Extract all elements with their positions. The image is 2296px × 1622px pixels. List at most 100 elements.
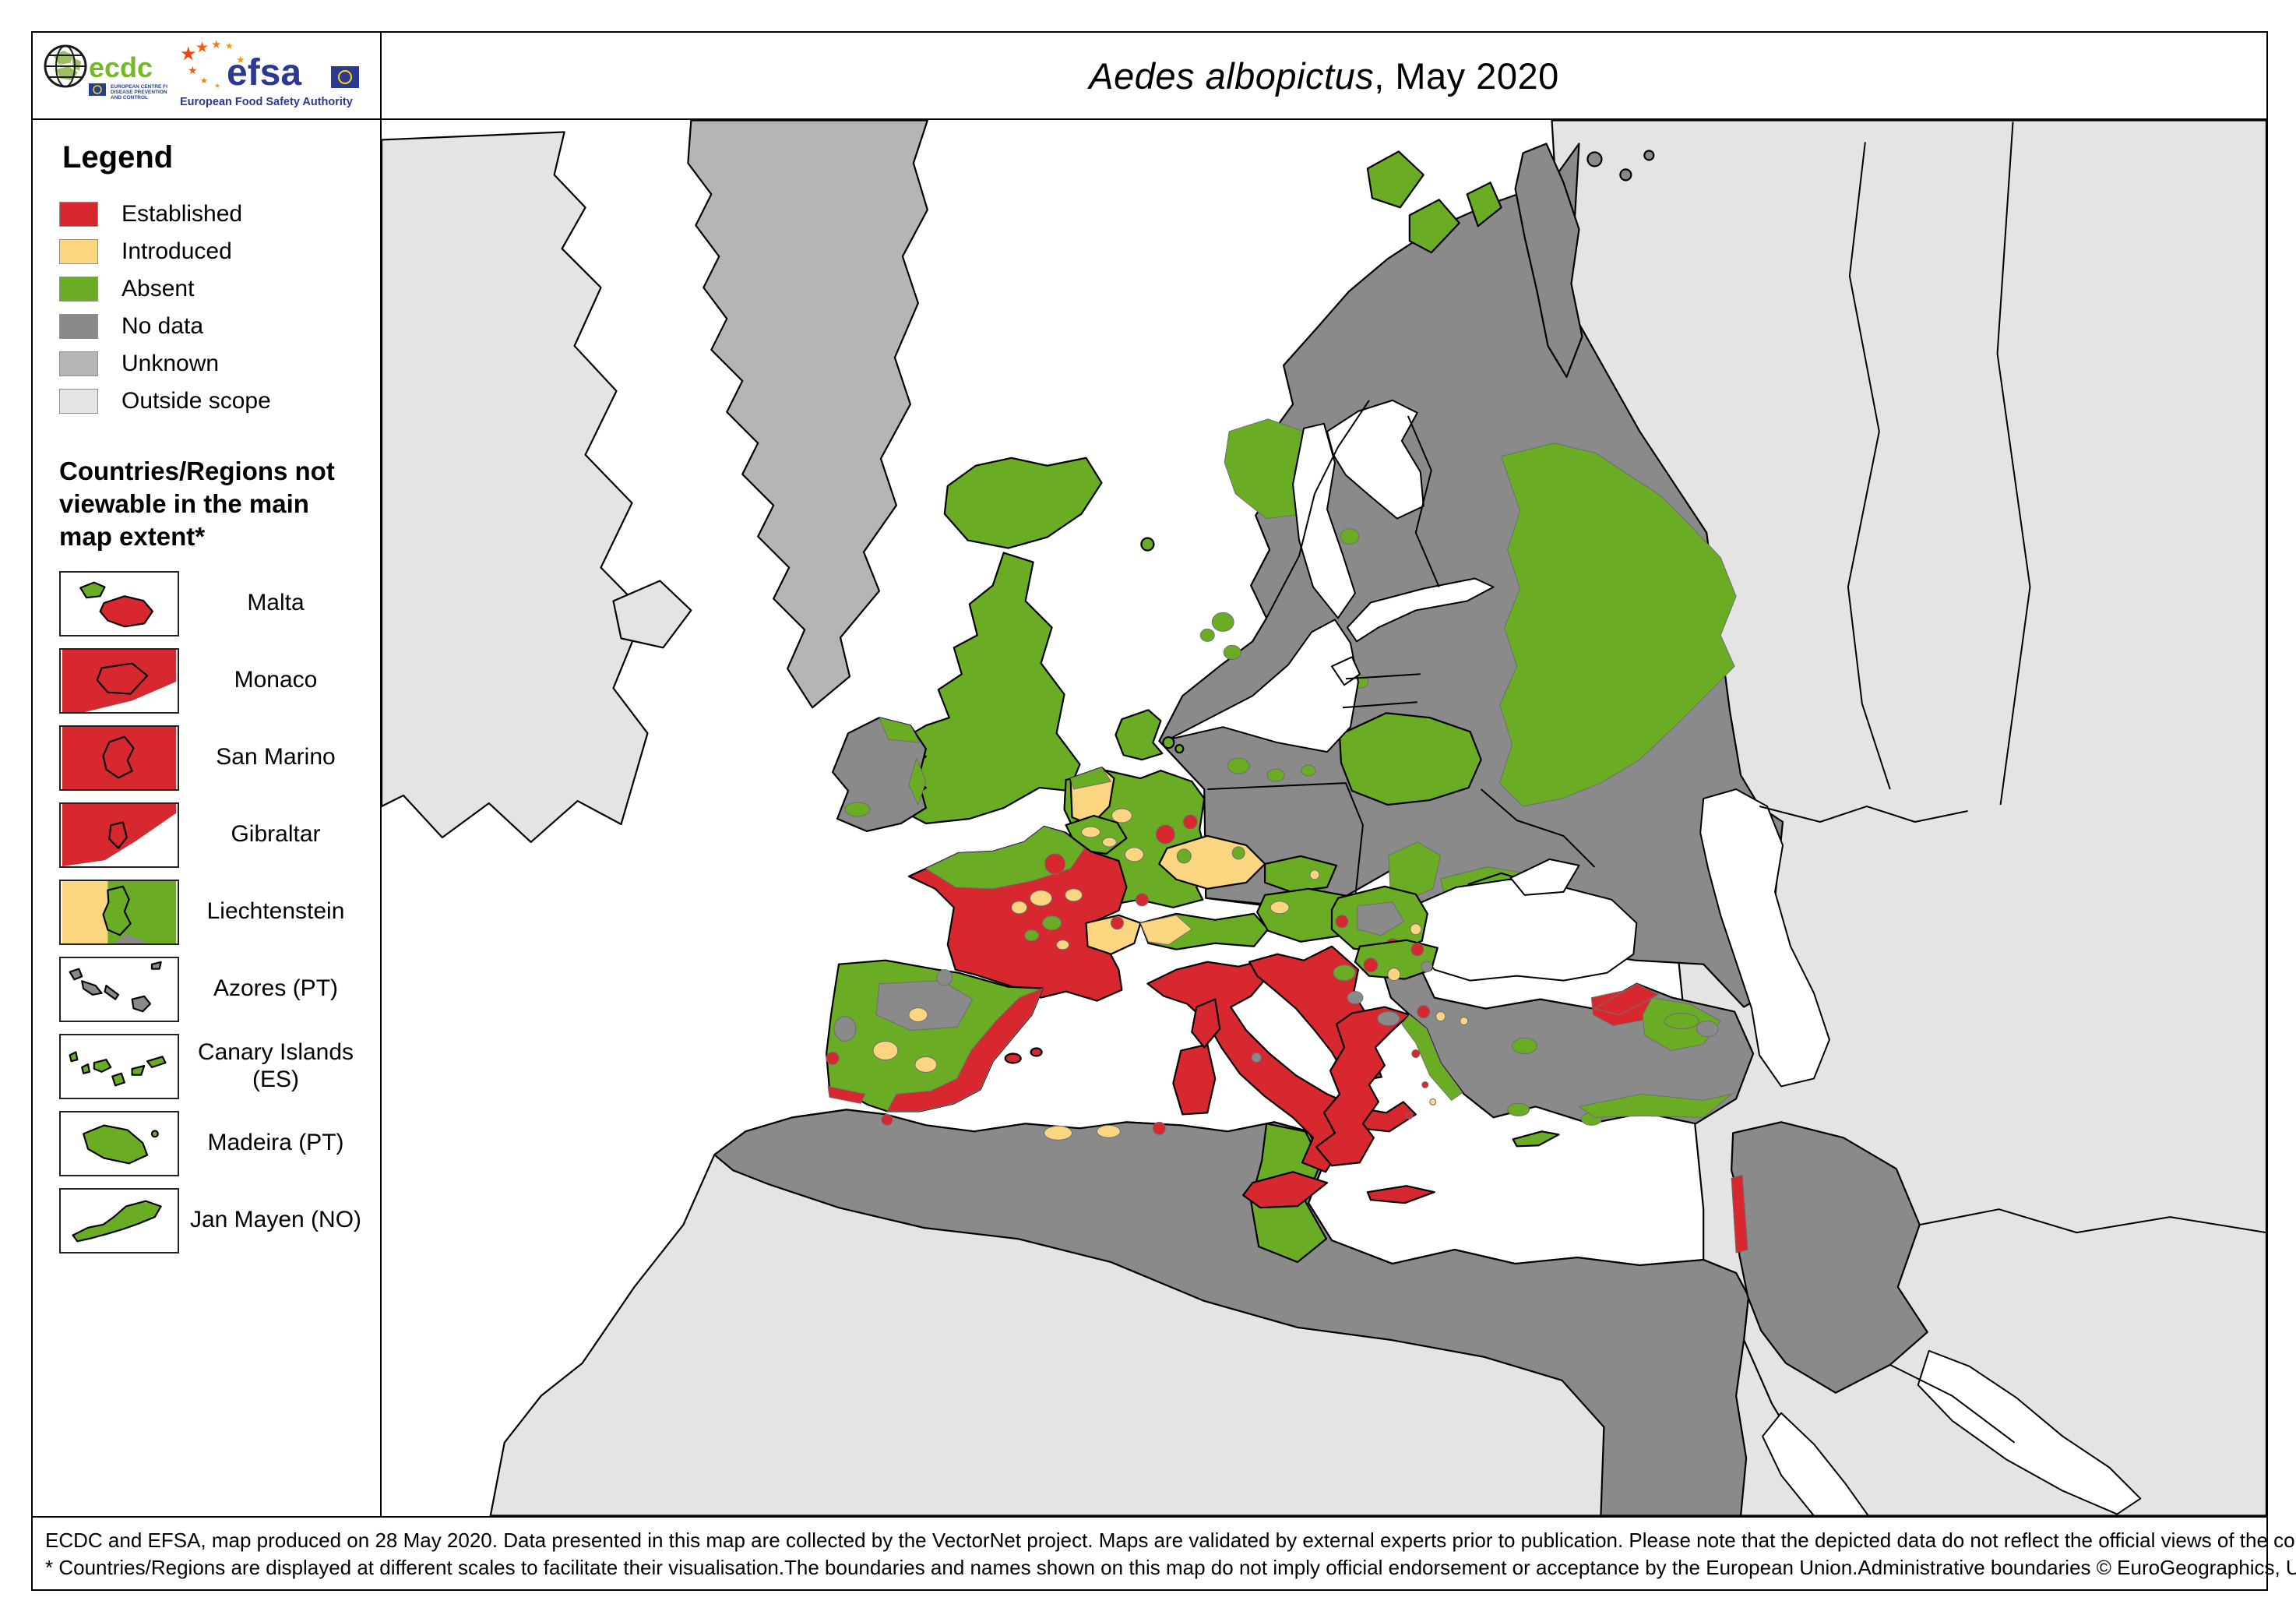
map-region-greece xyxy=(1315,1006,1410,1167)
map-region-romania-established-1 xyxy=(1335,915,1349,929)
map-region-sweden-absent xyxy=(1211,612,1234,632)
map-region-denmark-island-1 xyxy=(1162,736,1175,749)
map-region-denmark-island-2 xyxy=(1174,744,1185,754)
sea-azov xyxy=(1509,858,1580,896)
map-region-faroe xyxy=(1140,537,1155,552)
sea-caspian xyxy=(1699,788,1830,1088)
inset-row-san-marino: San Marino xyxy=(59,725,372,791)
map-region-switzerland-established xyxy=(1110,916,1124,930)
map-region-bulgaria-introduced xyxy=(1387,968,1401,982)
inset-label-jan-mayen: Jan Mayen (NO) xyxy=(189,1207,362,1233)
border-poland xyxy=(1207,782,1364,905)
inset-row-liechtenstein: Liechtenstein xyxy=(59,879,372,945)
map-region-portugal-no-data xyxy=(833,1016,857,1042)
efsa-star-icon: ★ xyxy=(214,82,220,90)
map-region-france-north-absent xyxy=(925,826,1086,890)
legend-label: Introduced xyxy=(121,238,232,264)
legend-swatch-introduced xyxy=(59,238,98,264)
sidebar: Legend Established Introduced Absent No … xyxy=(31,118,382,1518)
map-region-poland-absent-2 xyxy=(1266,768,1285,782)
inset-map-canary xyxy=(59,1033,179,1099)
legend-swatch-absent xyxy=(59,276,98,301)
map-region-slovakia xyxy=(1264,855,1338,893)
map-region-germany-introduced-3 xyxy=(1124,847,1144,862)
map-region-franz-josef-3 xyxy=(1643,150,1655,161)
footer-notes: ECDC and EFSA, map produced on 28 May 20… xyxy=(31,1516,2296,1591)
efsa-wordmark: efsa xyxy=(227,52,301,93)
map-region-italy-no-data-dot xyxy=(1251,1053,1262,1063)
inset-map-azores xyxy=(59,956,179,1022)
inset-label-liechtenstein: Liechtenstein xyxy=(206,898,345,925)
map-region-transylvania-no-data xyxy=(1357,901,1405,936)
inset-label-madeira: Madeira (PT) xyxy=(207,1130,344,1156)
sea-persian-gulf xyxy=(1917,1349,2142,1515)
map-region-spain-introduced-1 xyxy=(872,1041,899,1060)
map-region-germany-introduced-2 xyxy=(1111,808,1132,823)
inset-row-malta: Malta xyxy=(59,570,372,636)
ecdc-subtext-2: DISEASE PREVENTION xyxy=(111,90,167,95)
border-baltics-2 xyxy=(1345,673,1421,680)
map-region-menorca xyxy=(1030,1047,1043,1057)
map-region-france-introduced-1 xyxy=(1030,890,1053,907)
map-region-sweden-absent-3 xyxy=(1199,628,1215,642)
legend-title: Legend xyxy=(62,140,174,175)
efsa-star-icon: ★ xyxy=(236,54,245,65)
border-kazakhstan-3 xyxy=(1996,122,2031,806)
map-region-ireland-south-absent xyxy=(844,802,871,817)
map-region-turkey-center-absent xyxy=(1512,1038,1538,1054)
map-region-sicily xyxy=(1242,1171,1329,1209)
map-region-bulgaria-established-1 xyxy=(1363,957,1379,973)
insets-title: Countries/Regions not viewable in the ma… xyxy=(59,457,335,552)
map-region-canada xyxy=(382,131,649,844)
footer-line-1: ECDC and EFSA, map produced on 28 May 20… xyxy=(45,1529,2296,1552)
inset-row-madeira: Madeira (PT) xyxy=(59,1110,372,1176)
legend-label: Unknown xyxy=(121,350,220,376)
border-kazakhstan-1 xyxy=(1759,806,1968,823)
map-region-bulgaria-no-data xyxy=(1421,961,1433,973)
map-region-svalbard-3 xyxy=(1466,182,1502,227)
map-region-algarve-established xyxy=(827,1085,866,1104)
map-region-turkey-northeast-established xyxy=(1593,983,1659,1016)
sea-white-sea xyxy=(1326,399,1424,520)
europe-choropleth-map xyxy=(382,120,2266,1516)
efsa-eu-flag xyxy=(330,66,359,88)
legend-item-outside-scope: Outside scope xyxy=(59,388,372,414)
legend-label: Absent xyxy=(121,275,195,301)
efsa-star-icon: ★ xyxy=(180,44,197,65)
map-region-north-africa xyxy=(713,1109,1750,1516)
border-saudi xyxy=(1889,1363,2016,1444)
efsa-star-icon: ★ xyxy=(211,40,221,51)
map-region-franz-josef-2 xyxy=(1619,168,1632,182)
sea-red-sea xyxy=(1762,1412,1869,1516)
map-region-crete xyxy=(1366,1185,1435,1204)
map-region-levant-coast xyxy=(1731,1174,1748,1254)
map-region-turkey-south-absent-1 xyxy=(1507,1102,1530,1116)
map-region-turkey-west-absent xyxy=(1401,1014,1463,1101)
legend-swatch-unknown xyxy=(59,351,98,376)
map-region-spain-introduced-2 xyxy=(914,1056,938,1073)
map-region-serbia-no-data xyxy=(1347,991,1364,1005)
border-kazakhstan-2 xyxy=(1847,142,1891,790)
map-region-spain-introduced-3 xyxy=(908,1007,928,1023)
map-region-svalbard-1 xyxy=(1366,150,1424,209)
map-region-algeria-coast-introduced-2 xyxy=(1096,1124,1121,1138)
map-region-france-introduced-2 xyxy=(1065,888,1083,902)
legend-item-absent: Absent xyxy=(59,275,372,301)
map-region-germany-established-1 xyxy=(1155,824,1175,844)
border-russia-ukraine xyxy=(1481,788,1596,868)
legend-label: No data xyxy=(121,312,204,339)
map-region-spain-coast-established xyxy=(886,988,1044,1112)
map-region-cyprus xyxy=(1512,1130,1560,1148)
legend-item-no-data: No data xyxy=(59,312,372,339)
map-region-corsica xyxy=(1191,998,1221,1049)
efsa-star-icon: ★ xyxy=(188,64,198,76)
map-region-marmara-established xyxy=(1417,1005,1431,1019)
map-title-species: Aedes albopictus xyxy=(1089,55,1375,97)
map-region-franz-josef-1 xyxy=(1586,151,1603,167)
title-box: Aedes albopictus, May 2020 xyxy=(380,31,2268,120)
map-region-belgium-introduced-1 xyxy=(1081,826,1100,838)
map-region-paris-established xyxy=(1044,853,1066,875)
inset-map-san-marino xyxy=(59,725,179,791)
inset-row-canary: Canary Islands (ES) xyxy=(59,1033,372,1099)
